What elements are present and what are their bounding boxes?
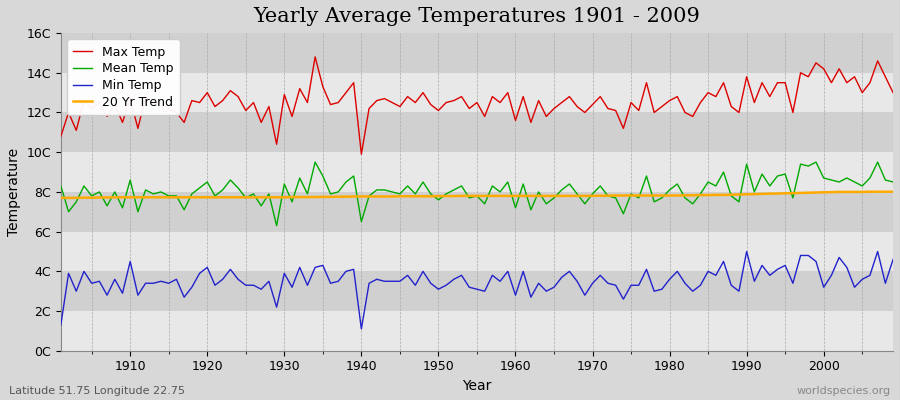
20 Yr Trend xyxy=(602,193,613,198)
Mean Temp xyxy=(117,206,128,210)
Line: Mean Temp: Mean Temp xyxy=(61,162,893,226)
Mean Temp xyxy=(294,176,305,180)
Bar xyxy=(61,112,893,152)
Y-axis label: Temperature: Temperature xyxy=(7,148,21,236)
Min Temp xyxy=(742,249,752,254)
Line: 20 Yr Trend: 20 Yr Trend xyxy=(61,192,893,198)
Max Temp xyxy=(356,152,367,156)
Mean Temp xyxy=(271,223,282,228)
Min Temp xyxy=(356,326,367,331)
Max Temp xyxy=(310,54,320,59)
20 Yr Trend xyxy=(56,196,67,200)
Mean Temp xyxy=(56,184,67,188)
20 Yr Trend xyxy=(510,194,521,198)
Min Temp xyxy=(610,283,621,288)
Max Temp xyxy=(340,90,351,95)
Mean Temp xyxy=(310,160,320,164)
Min Temp xyxy=(333,279,344,284)
Bar xyxy=(61,271,893,311)
Text: Latitude 51.75 Longitude 22.75: Latitude 51.75 Longitude 22.75 xyxy=(9,386,185,396)
Max Temp xyxy=(887,90,898,95)
Max Temp xyxy=(56,134,67,139)
X-axis label: Year: Year xyxy=(463,379,491,393)
Min Temp xyxy=(887,257,898,262)
Mean Temp xyxy=(526,207,536,212)
Max Temp xyxy=(286,114,297,119)
Max Temp xyxy=(526,120,536,125)
Line: Min Temp: Min Temp xyxy=(61,252,893,329)
Min Temp xyxy=(56,322,67,327)
Line: Max Temp: Max Temp xyxy=(61,57,893,154)
Min Temp xyxy=(510,293,521,298)
Mean Temp xyxy=(618,211,629,216)
Min Temp xyxy=(286,285,297,290)
Max Temp xyxy=(618,126,629,131)
20 Yr Trend xyxy=(502,194,513,198)
Bar xyxy=(61,192,893,232)
Bar xyxy=(61,232,893,271)
Bar xyxy=(61,33,893,73)
Max Temp xyxy=(117,120,128,125)
Legend: Max Temp, Mean Temp, Min Temp, 20 Yr Trend: Max Temp, Mean Temp, Min Temp, 20 Yr Tre… xyxy=(68,39,180,115)
Text: worldspecies.org: worldspecies.org xyxy=(796,386,891,396)
Min Temp xyxy=(518,269,528,274)
Min Temp xyxy=(117,291,128,296)
Mean Temp xyxy=(348,174,359,178)
Bar xyxy=(61,73,893,112)
20 Yr Trend xyxy=(333,194,344,199)
20 Yr Trend xyxy=(117,195,128,200)
20 Yr Trend xyxy=(286,195,297,200)
20 Yr Trend xyxy=(865,189,876,194)
Mean Temp xyxy=(887,180,898,184)
20 Yr Trend xyxy=(887,189,898,194)
Max Temp xyxy=(518,94,528,99)
Mean Temp xyxy=(518,182,528,186)
Bar xyxy=(61,152,893,192)
Title: Yearly Average Temperatures 1901 - 2009: Yearly Average Temperatures 1901 - 2009 xyxy=(254,7,700,26)
Bar xyxy=(61,311,893,351)
